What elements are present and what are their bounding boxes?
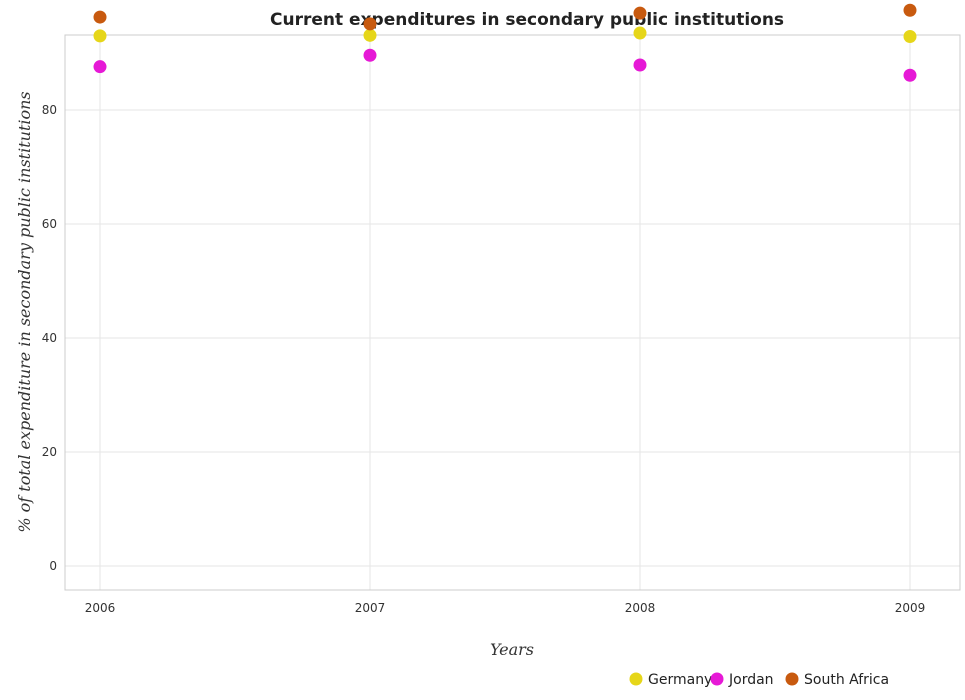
x-tick-label: 2008 [625, 601, 656, 615]
point-south-africa [633, 6, 647, 20]
point-jordan [903, 68, 917, 82]
legend-marker-south-africa [785, 672, 799, 686]
legend-label-jordan: Jordan [728, 672, 774, 688]
legend-label-germany: Germany [648, 672, 712, 688]
point-germany [903, 29, 917, 43]
point-jordan [633, 58, 647, 72]
point-jordan [93, 60, 107, 74]
point-south-africa [903, 3, 917, 17]
x-tick-label: 2009 [895, 601, 926, 615]
x-tick-label: 2006 [85, 601, 116, 615]
legend-label-south-africa: South Africa [804, 672, 889, 688]
point-south-africa [363, 17, 377, 31]
y-tick-label: 80 [42, 103, 57, 117]
y-tick-label: 60 [42, 217, 57, 231]
point-south-africa [93, 10, 107, 24]
y-tick-label: 20 [42, 445, 57, 459]
x-tick-labels: 2006 2007 2008 2009 [85, 601, 926, 615]
point-germany [633, 26, 647, 40]
x-axis-label: Years [490, 640, 534, 659]
y-tick-labels: 0 20 40 60 80 [42, 103, 57, 573]
legend-marker-germany [629, 672, 643, 686]
point-germany [363, 28, 377, 42]
x-tick-label: 2007 [355, 601, 386, 615]
legend-marker-jordan [710, 672, 724, 686]
point-jordan [363, 48, 377, 62]
y-tick-label: 0 [49, 559, 57, 573]
legend: Germany Jordan South Africa [629, 672, 889, 688]
plot-frame [64, 34, 961, 591]
chart-title: Current expenditures in secondary public… [270, 10, 784, 30]
y-tick-label: 40 [42, 331, 57, 345]
data-points [93, 3, 917, 82]
grid [65, 35, 960, 590]
y-axis-label: % of total expenditure in secondary publ… [15, 91, 34, 532]
point-germany [93, 29, 107, 43]
